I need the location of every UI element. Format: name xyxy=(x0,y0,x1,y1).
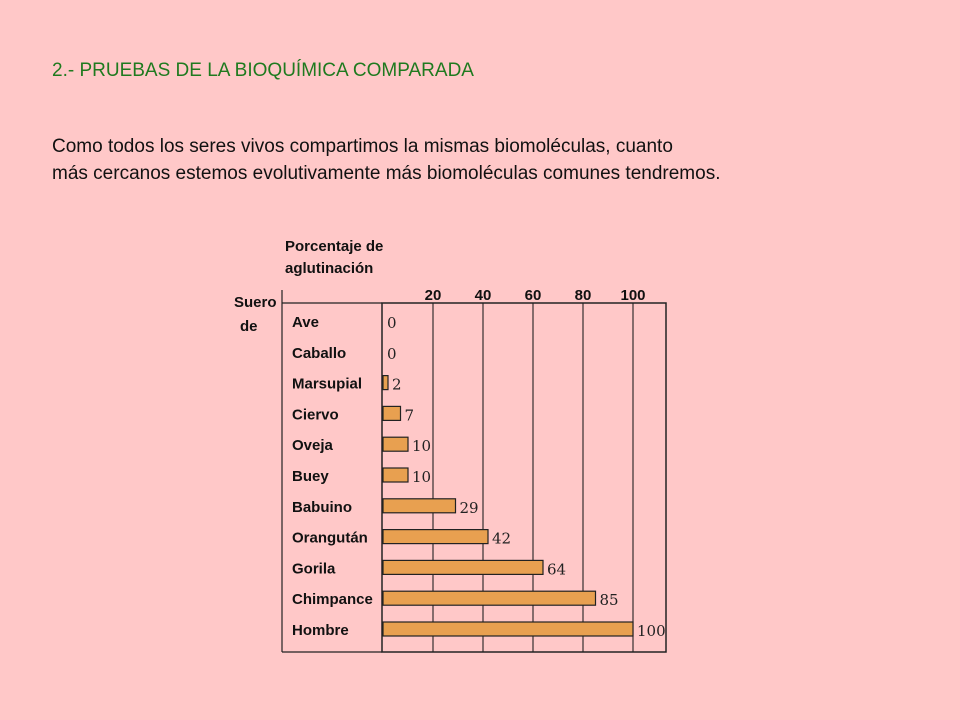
bar-babuino xyxy=(382,498,457,514)
x-tick-labels: 20 40 60 80 100 xyxy=(425,287,646,304)
value-labels: 0 0 27 10 10 29 42 64 85 100 xyxy=(387,314,666,640)
intro-paragraph: Como todos los seres vivos compartimos l… xyxy=(52,133,720,187)
x-tick-label: 80 xyxy=(575,287,592,304)
value-label: 0 xyxy=(387,314,397,332)
plot-frame xyxy=(381,302,667,653)
category-label: Ciervo xyxy=(292,406,339,423)
category-label: Marsupial xyxy=(292,376,362,393)
x-tick-label: 40 xyxy=(475,287,492,304)
value-label: 2 xyxy=(392,376,402,394)
category-label: Caballo xyxy=(292,345,346,362)
bar-oveja xyxy=(382,436,409,452)
row-label-line-1: Suero xyxy=(234,294,277,311)
bar-ciervo xyxy=(382,405,402,421)
value-label: 29 xyxy=(460,499,479,517)
value-label: 64 xyxy=(547,560,566,578)
category-label: Buey xyxy=(292,468,329,485)
bar-buey xyxy=(382,467,409,483)
category-label: Hombre xyxy=(292,622,349,639)
intro-line-1: Como todos los seres vivos compartimos l… xyxy=(52,136,673,157)
x-tick-label: 60 xyxy=(525,287,542,304)
x-tick-label: 20 xyxy=(425,287,442,304)
value-label: 0 xyxy=(387,345,397,363)
category-label: Gorila xyxy=(292,560,336,577)
intro-line-2: más cercanos estemos evolutivamente más … xyxy=(52,163,721,184)
bar-marsupial xyxy=(382,375,389,391)
value-label: 42 xyxy=(492,530,511,548)
category-label: Babuino xyxy=(292,499,352,516)
chart-title-line-1: Porcentaje de xyxy=(285,238,383,255)
bars xyxy=(382,375,634,637)
value-label: 10 xyxy=(412,437,431,455)
row-label-line-2: de xyxy=(240,318,258,335)
category-label: Chimpance xyxy=(292,591,373,608)
bar-hombre xyxy=(382,621,634,637)
bar-orangután xyxy=(382,528,489,545)
bar-gorila xyxy=(382,559,544,576)
chart-title-line-2: aglutinación xyxy=(285,260,373,277)
x-tick-label: 100 xyxy=(620,287,645,304)
page-heading: 2.- PRUEBAS DE LA BIOQUÍMICA COMPARADA xyxy=(52,60,474,81)
category-labels: Ave Caballo Marsupial Ciervo Oveja Buey Babuin… xyxy=(292,314,373,639)
category-label: Oveja xyxy=(292,437,334,454)
category-label: Ave xyxy=(292,314,319,331)
value-label: 85 xyxy=(600,591,619,609)
value-label: 100 xyxy=(637,622,666,640)
value-label: 10 xyxy=(412,468,431,486)
bar-chimpance xyxy=(382,590,597,606)
value-label: 7 xyxy=(405,406,415,424)
category-label: Orangután xyxy=(292,530,368,547)
